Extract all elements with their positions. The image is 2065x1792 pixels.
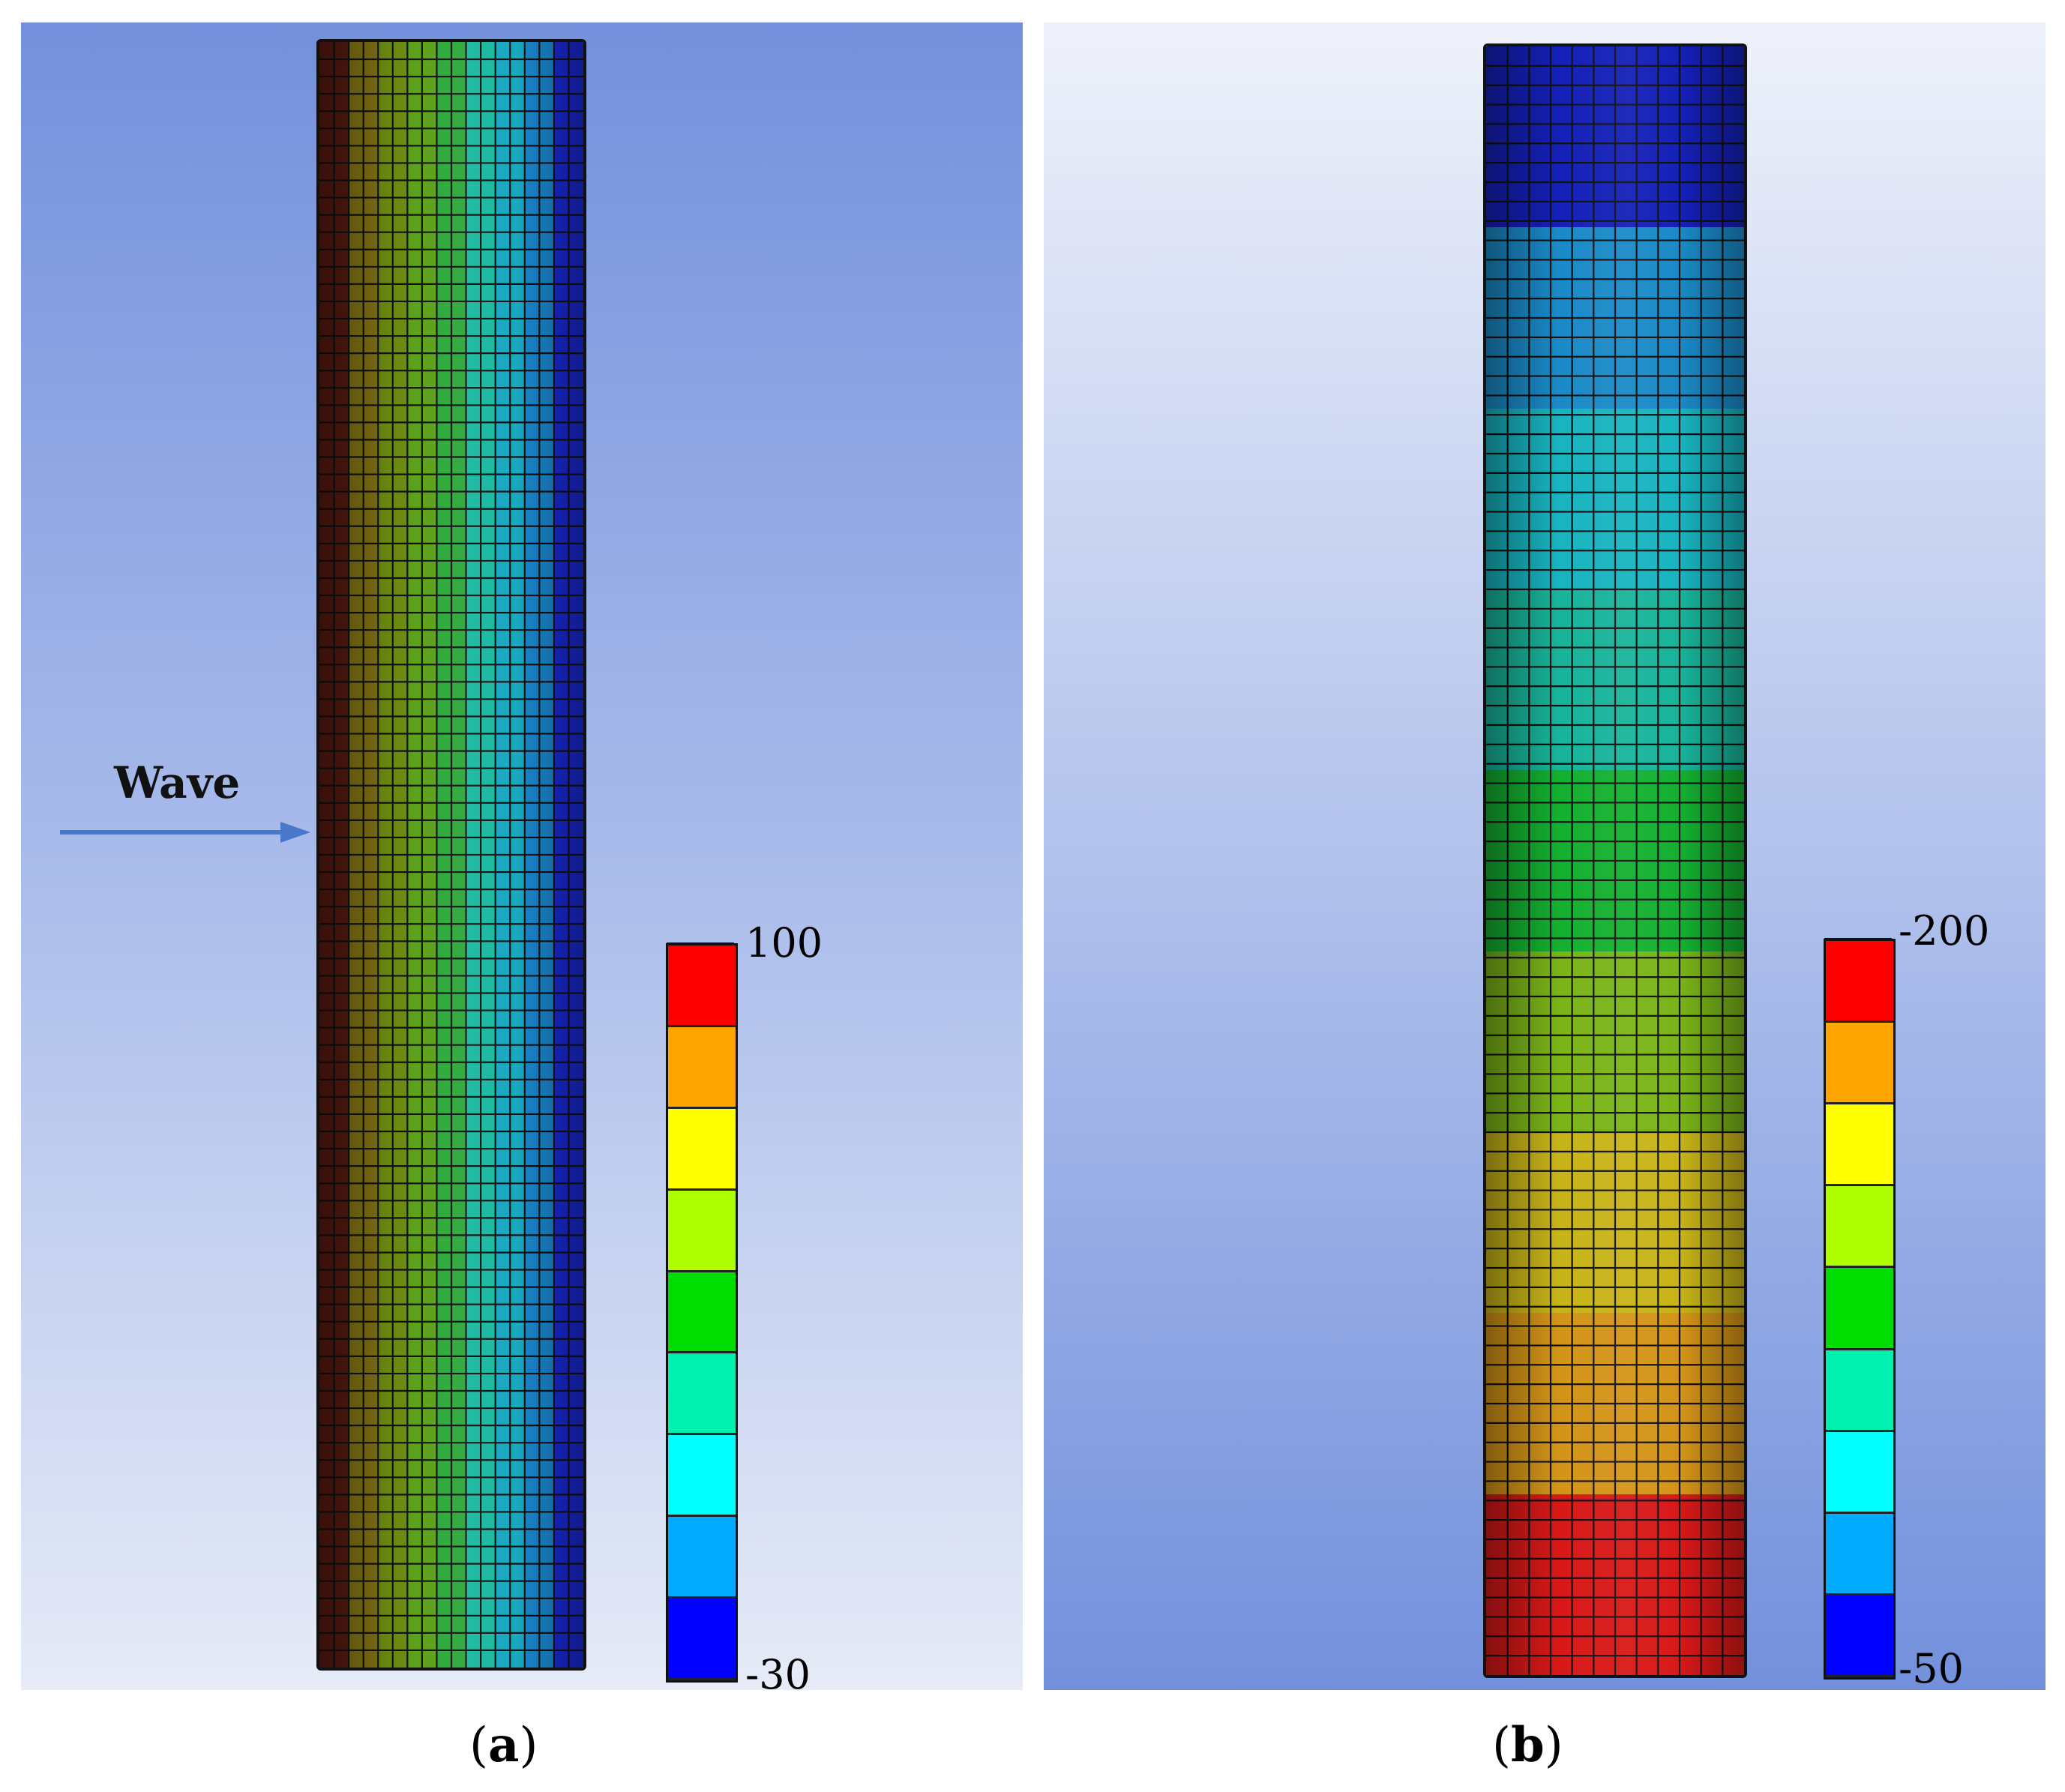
- caption-close-paren-b: ): [1544, 1718, 1563, 1773]
- panel-b: -200 -50: [1044, 22, 2046, 1690]
- colorbar-cell: [1826, 1350, 1893, 1432]
- colorbar-cell: [668, 1190, 736, 1272]
- cylinder-b: [1483, 43, 1747, 1678]
- colorbar-cell: [668, 1435, 736, 1518]
- colorbar-cell: [1826, 1186, 1893, 1269]
- wave-arrow-icon: [60, 822, 310, 843]
- colorbar-min-label-b: -50: [1899, 1645, 1964, 1690]
- colorbar-max-label-b: -200: [1899, 907, 1990, 954]
- colorbar-cell: [668, 1272, 736, 1354]
- colorbar-cell: [1826, 1104, 1893, 1187]
- colorbar-cell: [668, 1517, 736, 1599]
- colorbar-cell: [1826, 941, 1893, 1023]
- colorbar-cell: [668, 1026, 736, 1109]
- caption-close-paren-a: ): [519, 1718, 538, 1773]
- cylinder-a: [316, 39, 586, 1671]
- caption-a: (a): [469, 1717, 538, 1773]
- colorbar-cell: [1826, 1595, 1893, 1677]
- colorbar-cell: [668, 1353, 736, 1436]
- colorbar-min-label-a: -30: [745, 1651, 811, 1690]
- colorbar-cell: [1826, 1023, 1893, 1105]
- colorbar-cell: [1826, 1268, 1893, 1350]
- mesh-grid-a: [319, 42, 583, 1668]
- colorbar-cell: [1826, 1513, 1893, 1596]
- caption-letter-b: b: [1510, 1717, 1545, 1773]
- colorbar-cell: [668, 1599, 736, 1680]
- cylinder-shading-a: [319, 42, 583, 1668]
- colorbar-max-label-a: 100: [745, 919, 823, 966]
- colorbar-cell: [668, 945, 736, 1027]
- caption-letter-a: a: [487, 1717, 520, 1773]
- caption-open-paren-b: (: [1492, 1718, 1511, 1773]
- mesh-grid-b: [1486, 46, 1744, 1675]
- cylinder-shading-b: [1486, 46, 1744, 1675]
- colorbar-cell: [1826, 1431, 1893, 1514]
- colorbar-a: [666, 942, 738, 1683]
- caption-open-paren-a: (: [469, 1718, 488, 1773]
- colorbar-b: [1824, 938, 1896, 1680]
- caption-b: (b): [1492, 1717, 1563, 1773]
- colorbar-cell: [668, 1108, 736, 1191]
- panel-a: Wave 100 -30: [21, 22, 1023, 1690]
- wave-label: Wave: [114, 757, 241, 808]
